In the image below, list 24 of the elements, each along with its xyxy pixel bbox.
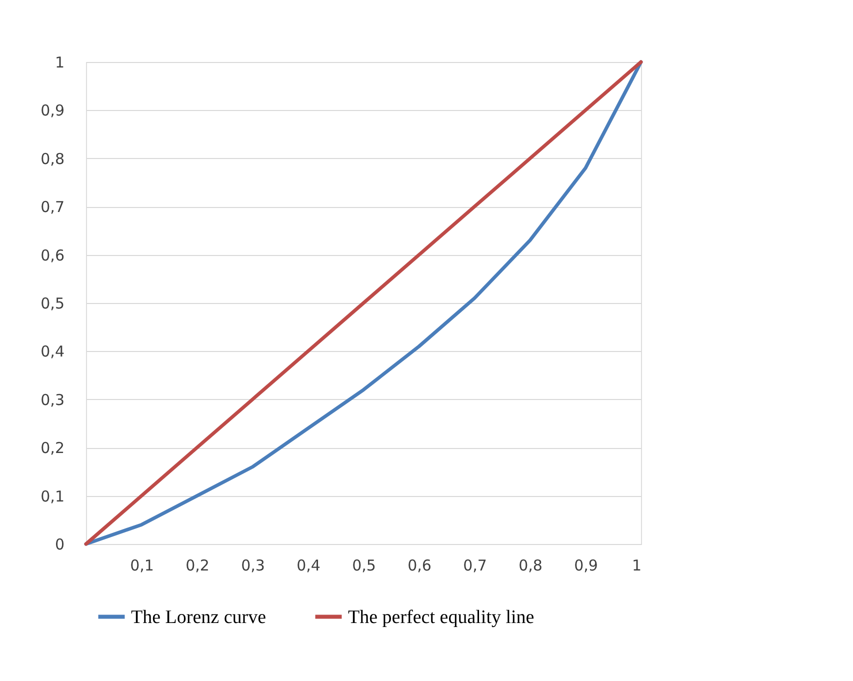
x-tick-label: 0,3 bbox=[241, 556, 265, 574]
x-tick-label: 0,9 bbox=[574, 556, 598, 574]
x-tick-label: 1 bbox=[632, 556, 642, 574]
legend-label: The Lorenz curve bbox=[131, 606, 266, 628]
y-tick-label: 0,8 bbox=[40, 150, 64, 168]
x-tick-label: 0,5 bbox=[352, 556, 376, 574]
y-tick-label: 0,9 bbox=[40, 102, 64, 120]
y-tick-label: 0,2 bbox=[40, 439, 64, 458]
y-tick-label: 0,5 bbox=[40, 294, 64, 312]
x-tick-label: 0,2 bbox=[186, 556, 210, 574]
x-tick-label: 0,6 bbox=[408, 556, 432, 574]
y-tick-label: 0 bbox=[54, 536, 64, 554]
legend-label: The perfect equality line bbox=[348, 606, 534, 628]
y-tick-label: 0,3 bbox=[40, 390, 64, 409]
x-tick-label: 0,1 bbox=[130, 556, 154, 574]
y-tick-label: 0,4 bbox=[40, 342, 64, 361]
y-tick-label: 1 bbox=[54, 54, 64, 72]
x-tick-label: 0,4 bbox=[296, 556, 320, 574]
x-tick-label: 0,8 bbox=[518, 556, 542, 574]
x-tick-label: 0,7 bbox=[463, 556, 487, 574]
y-tick-label: 0,1 bbox=[40, 487, 64, 506]
line-series bbox=[84, 60, 643, 546]
y-tick-label: 0,6 bbox=[40, 246, 64, 264]
y-tick-label: 0,7 bbox=[40, 198, 64, 216]
